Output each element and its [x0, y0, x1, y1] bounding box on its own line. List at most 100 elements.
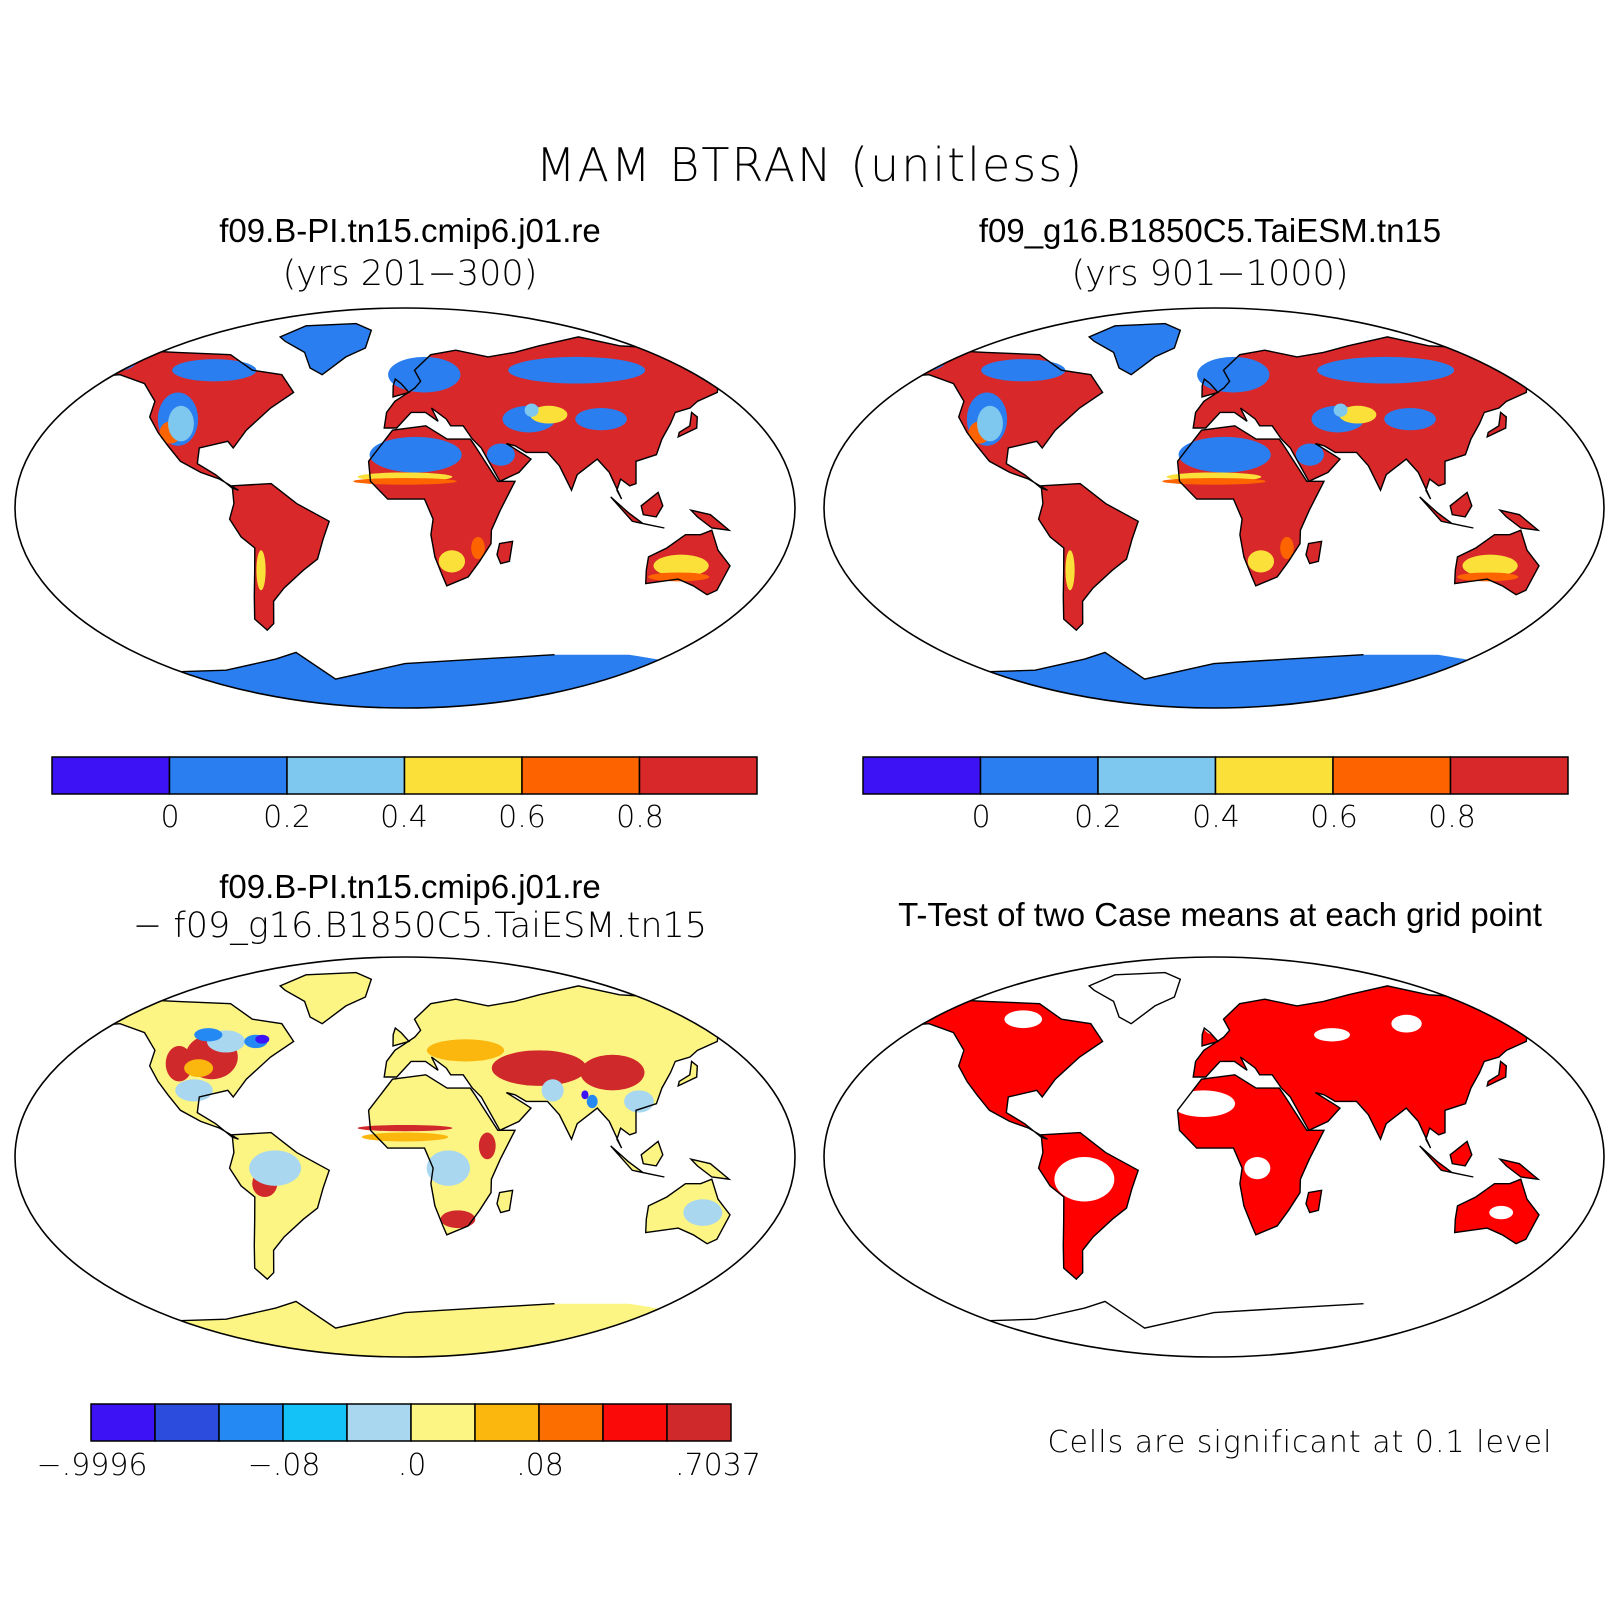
land-northAmerica	[900, 999, 1103, 1140]
insignificant-region	[1171, 1090, 1236, 1117]
coastline-indonesia	[610, 1145, 665, 1178]
colorbar-tick-label: .0	[397, 1448, 427, 1483]
land-madagascar	[1306, 1190, 1322, 1213]
land-newGuinea	[691, 1159, 730, 1180]
coastline-japan	[677, 1060, 699, 1088]
colorbar-tick-label: 0.4	[1192, 800, 1240, 835]
map-panel-4	[823, 956, 1605, 1358]
insignificant-region	[1489, 1205, 1514, 1220]
transition-region	[530, 405, 568, 424]
colorbar3-segment	[410, 1403, 476, 1442]
dry-region	[1295, 443, 1324, 466]
colorbar-tick-label: 0.6	[498, 800, 546, 835]
colorbar-tick-label: 0	[160, 800, 180, 835]
coastline-africa	[1176, 1074, 1326, 1236]
dry-region	[1384, 408, 1436, 431]
light-region	[524, 403, 539, 417]
land-greenland	[1089, 323, 1181, 375]
land-antarctica	[885, 652, 1534, 708]
decrease-region	[586, 1094, 598, 1109]
colorbar-tick-label: .7037	[675, 1448, 761, 1483]
land-borneo	[641, 1141, 663, 1166]
colorbar2-segment	[1097, 756, 1217, 795]
coastline-africa	[367, 425, 517, 587]
land-newZealand	[1550, 1234, 1584, 1260]
transition-region	[256, 550, 266, 591]
coastline-greenland	[1087, 971, 1182, 1025]
land-southAmerica	[1038, 483, 1139, 631]
moderate-region	[648, 572, 710, 582]
light-region	[977, 405, 1003, 442]
insignificant-region	[1314, 1028, 1350, 1042]
panel3-title: f09.B-PI.tn15.cmip6.j01.re	[219, 868, 601, 905]
moderate-region	[1280, 536, 1294, 560]
coastline-australia	[644, 1178, 731, 1245]
colorbar-tick-label: 0.2	[263, 800, 311, 835]
coastline-japan	[677, 411, 699, 439]
colorbar2-segment	[1449, 756, 1569, 795]
colorbar-tick-label: −.9996	[36, 1448, 148, 1483]
increase-region	[440, 1210, 476, 1229]
land-japan	[678, 1061, 698, 1086]
coastline-southAmerica	[228, 482, 331, 632]
land-japan	[1487, 412, 1507, 437]
coastline-africa	[367, 1074, 517, 1236]
land-antarctica	[76, 652, 725, 708]
colorbar2-segment	[1332, 756, 1452, 795]
coastline-newGuinea	[1497, 508, 1541, 532]
mild-increase-region	[361, 1132, 449, 1142]
slight-decrease-region	[683, 1199, 723, 1226]
land-madagascar	[497, 541, 513, 564]
decrease-region	[194, 1028, 223, 1042]
colorbar-tick-label: 0.6	[1310, 800, 1358, 835]
land-eurasia	[1193, 985, 1554, 1149]
colorbar-panel-3	[90, 1403, 732, 1442]
moderate-region	[471, 536, 485, 560]
panel2-title: f09_g16.B1850C5.TaiESM.tn15	[978, 212, 1442, 249]
map-boundary	[14, 307, 796, 709]
colorbar-tick-label: .08	[516, 1448, 564, 1483]
boreal-region	[172, 359, 257, 382]
coastline-uk	[1201, 377, 1220, 398]
colorbar3-segment	[346, 1403, 412, 1442]
colorbar1-segment	[403, 756, 523, 795]
dry-region	[486, 443, 515, 466]
colorbar-panel-2	[862, 756, 1569, 795]
boreal-region	[1197, 356, 1270, 393]
mild-increase-region	[426, 1039, 505, 1062]
map-boundary	[823, 956, 1605, 1358]
moderate-region	[1457, 572, 1519, 582]
panel1-subtitle: (yrs 201−300)	[282, 254, 538, 294]
map-panel-1	[14, 307, 796, 709]
dry-region	[575, 408, 627, 431]
colorbar-tick-label: 0.4	[380, 800, 428, 835]
dry-region	[884, 350, 946, 373]
coastline-eurasia	[383, 985, 746, 1149]
colorbar3-segment	[282, 1403, 348, 1442]
transition-region	[1339, 405, 1377, 424]
colorbar-panel-1	[51, 756, 758, 795]
insignificant-region	[1004, 1010, 1043, 1029]
transition-region	[438, 550, 466, 573]
slight-decrease-region	[541, 1079, 564, 1102]
coastline-madagascar	[496, 1189, 514, 1214]
land-antarctica	[885, 1301, 1534, 1357]
coastline-northAmerica	[899, 998, 1104, 1140]
land-greenland	[1089, 972, 1181, 1024]
land-borneo	[1450, 1141, 1472, 1166]
coastline-northAmerica	[90, 998, 295, 1140]
coastline-northAmerica	[899, 349, 1104, 491]
land-southAmerica	[229, 483, 330, 631]
slight-decrease-region	[175, 1079, 213, 1102]
map-boundary	[14, 956, 796, 1358]
moderate-region	[353, 478, 457, 485]
coastline-greenland	[1087, 322, 1182, 376]
map-panel-2	[823, 307, 1605, 709]
boreal-region	[1317, 356, 1455, 384]
coastline-southAmerica	[228, 1131, 331, 1281]
coastline-madagascar	[1305, 540, 1323, 565]
coastline-japan	[1486, 1060, 1508, 1088]
land-greenland	[280, 323, 372, 375]
land-newGuinea	[1500, 510, 1539, 531]
insignificant-region	[1054, 1157, 1115, 1202]
